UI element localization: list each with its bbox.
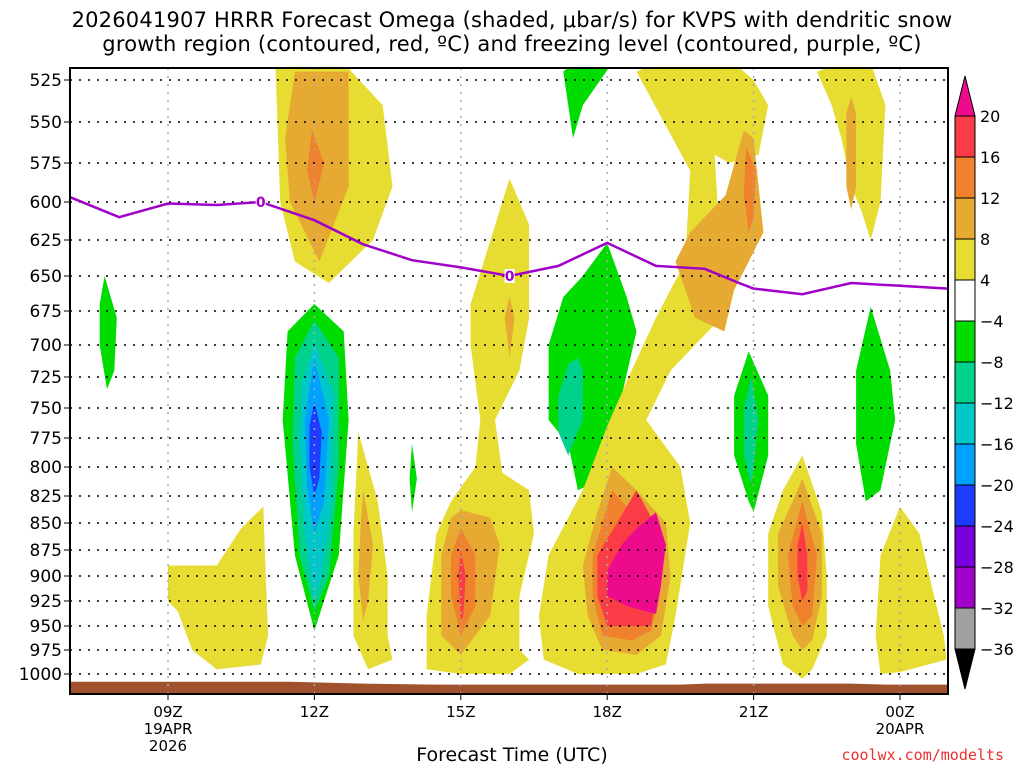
omega-region-32	[743, 377, 759, 485]
colorbar-swatch	[954, 361, 976, 404]
title-line-1: 2026041907 HRRR Forecast Omega (shaded, …	[71, 8, 953, 32]
omega-region-18	[458, 550, 466, 621]
omega-region-12	[358, 490, 373, 621]
omega-shading	[99, 68, 947, 679]
chart-title: 2026041907 HRRR Forecast Omega (shaded, …	[0, 8, 1024, 56]
colorbar-swatch	[954, 238, 976, 281]
title-line-2: growth region (contoured, red, ºC) and f…	[102, 32, 922, 56]
omega-region-20	[558, 357, 583, 456]
x-tick-label: 19APR	[144, 720, 193, 738]
colorbar-label: −4	[980, 312, 1004, 331]
colorbar-label: −32	[980, 599, 1014, 618]
colorbar-label: −16	[980, 435, 1014, 454]
y-tick-label: 1000	[19, 665, 62, 685]
x-tick-label: 12Z	[300, 703, 329, 721]
y-tick-label: 550	[30, 113, 62, 133]
x-tick-label: 20APR	[876, 720, 925, 738]
colorbar-swatch	[954, 484, 976, 527]
colorbar-swatch	[954, 156, 976, 199]
y-axis: 525 550 575 600 625 650 675 700 725 750 775 800 825 8…	[19, 71, 70, 685]
plot-frame	[69, 67, 949, 695]
colorbar-swatch	[954, 402, 976, 445]
x-tick-label: 15Z	[446, 703, 475, 721]
y-tick-label: 700	[30, 336, 62, 356]
y-tick-label: 600	[30, 193, 62, 213]
colorbar-swatch	[954, 115, 976, 158]
x-tick-label: 2026	[149, 737, 187, 755]
x-tick-label: 09Z	[153, 703, 182, 721]
colorbar-swatch	[954, 607, 976, 650]
y-tick-label: 650	[30, 267, 62, 287]
x-axis-title: Forecast Time (UTC)	[416, 744, 608, 766]
y-tick-label: 625	[30, 231, 62, 251]
y-tick-label: 850	[30, 514, 62, 534]
y-tick-label: 900	[30, 567, 62, 587]
omega-region-34	[563, 68, 609, 139]
colorbar-swatch	[954, 197, 976, 240]
colorbar-label: 8	[980, 230, 990, 249]
y-tick-label: 775	[30, 429, 62, 449]
y-tick-label: 725	[30, 368, 62, 388]
omega-region-8	[309, 401, 322, 496]
colorbar-label: −24	[980, 517, 1014, 536]
colorbar-swatch	[954, 443, 976, 486]
omega-region-26	[846, 96, 857, 210]
omega-region-10	[168, 506, 268, 670]
colorbar-label: 12	[980, 189, 1000, 208]
colorbar-swatch	[954, 566, 976, 609]
grid-lines	[70, 68, 948, 694]
freezing-level-label: 0	[505, 269, 515, 285]
terrain-fill	[70, 681, 948, 694]
omega-region-38	[797, 523, 808, 601]
y-tick-label: 675	[30, 302, 62, 322]
omega-region-15	[504, 297, 515, 358]
y-tick-label: 575	[30, 154, 62, 174]
credit-link[interactable]: coolwx.com/modelts	[841, 746, 1004, 764]
colorbar-label: −20	[980, 476, 1014, 495]
y-tick-label: 825	[30, 487, 62, 507]
terrain-polygon	[70, 681, 948, 694]
freezing-level-contour: 00	[70, 195, 948, 296]
colorbar-label: 4	[980, 271, 990, 290]
colorbar-label: 20	[980, 107, 1000, 126]
freezing-level-label: 0	[256, 195, 266, 211]
omega-region-33	[856, 306, 896, 502]
omega-region-2	[307, 130, 325, 202]
omega-region-3	[99, 276, 117, 390]
colorbar-label: −8	[980, 353, 1004, 372]
y-tick-label: 950	[30, 617, 62, 637]
omega-region-25	[743, 146, 756, 233]
omega-region-13	[409, 443, 417, 513]
omega-region-30	[607, 512, 666, 614]
colorbar-arrow-top	[954, 75, 976, 117]
y-tick-label: 800	[30, 458, 62, 478]
colorbar-label: −36	[980, 640, 1014, 659]
colorbar-swatch	[954, 279, 976, 322]
colorbar-swatch	[954, 320, 976, 363]
colorbar-swatch	[954, 525, 976, 568]
x-tick-label: 00Z	[885, 703, 914, 721]
y-tick-label: 975	[30, 641, 62, 661]
y-tick-label: 875	[30, 541, 62, 561]
freezing-level-line	[70, 196, 948, 296]
x-tick-label: 21Z	[739, 703, 768, 721]
colorbar-label: −28	[980, 558, 1014, 577]
colorbar-label: −12	[980, 394, 1014, 413]
omega-region-39	[875, 506, 947, 674]
y-tick-label: 750	[30, 399, 62, 419]
y-tick-label: 925	[30, 592, 62, 612]
colorbar-legend: 20 16 12 8 4 −4 −8 −12 −16 −20 −24 −28 −32 −36	[954, 75, 1014, 690]
x-tick-label: 18Z	[593, 703, 622, 721]
colorbar-arrow-bottom	[954, 648, 976, 690]
colorbar-label: 16	[980, 148, 1000, 167]
y-tick-label: 525	[30, 71, 62, 91]
